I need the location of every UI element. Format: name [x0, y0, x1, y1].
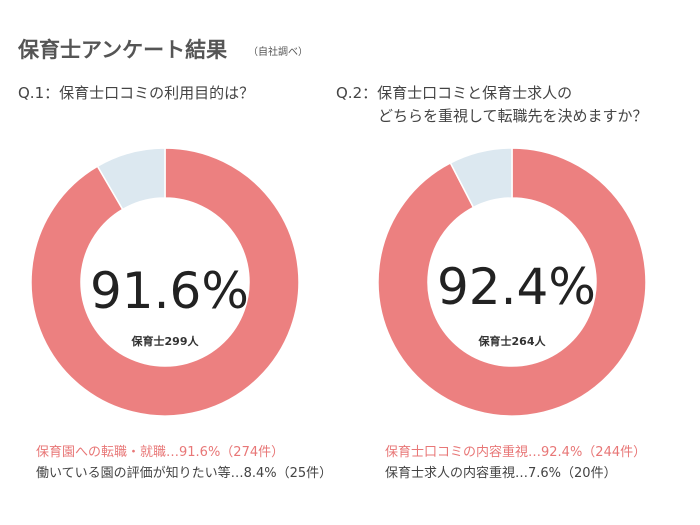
q2-question-line2: どちらを重視して転職先を決めますか？ — [378, 107, 648, 125]
q2-question: Q.2：保育士口コミと保育士求人の — [336, 84, 573, 102]
q2-center-value: 92.4% — [437, 258, 596, 316]
q1-center-value: 91.6% — [90, 262, 249, 320]
q1-slice-1 — [30, 147, 300, 417]
q2-slice-1 — [377, 147, 647, 417]
source-note: （自社調べ） — [248, 47, 308, 58]
q2-legend-2: 保育士求人の内容重視…7.6%（20件） — [385, 466, 617, 481]
q1-legend-2: 働いている園の評価が知りたい等…8.4%（25件） — [36, 466, 333, 481]
q1-slice-2 — [96, 147, 166, 211]
q1-question: Q.1：保育士口コミの利用目的は？ — [18, 84, 255, 102]
page-title: 保育士アンケート結果 — [18, 38, 228, 62]
q2-slice-2 — [449, 147, 513, 209]
q1-center-label: 保育士299人 — [131, 335, 199, 348]
q2-legend-1: 保育士口コミの内容重視…92.4%（244件） — [385, 445, 647, 460]
q1-legend-1: 保育園への転職・就職…91.6%（274件） — [36, 445, 285, 460]
q2-center-label: 保育士264人 — [478, 335, 546, 348]
